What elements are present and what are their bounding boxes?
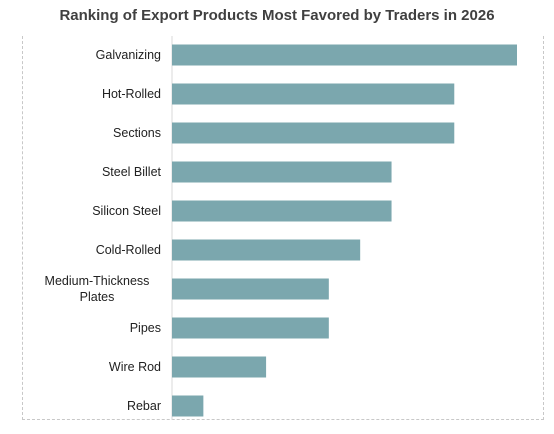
y-tick-label: Steel Billet <box>102 152 161 192</box>
y-tick-label: Medium-Thickness Plates <box>33 269 161 309</box>
bar <box>172 83 455 105</box>
y-tick-label: Wire Rod <box>109 347 161 387</box>
bar <box>172 356 267 378</box>
chart-title: Ranking of Export Products Most Favored … <box>59 7 495 24</box>
label-text: Wire Rod <box>108 360 161 374</box>
label-text: Sections <box>113 126 161 140</box>
bar <box>172 239 361 261</box>
y-tick-label: Cold-Rolled <box>96 230 161 270</box>
label-text: Pipes <box>129 321 161 335</box>
y-tick-label: Sections <box>113 113 161 153</box>
label-text: Galvanizing <box>95 48 161 62</box>
y-tick-label: Pipes <box>130 308 161 348</box>
bar <box>172 395 204 417</box>
y-tick-label: Galvanizing <box>96 35 161 75</box>
bar <box>172 317 329 339</box>
label-text: Steel Billet <box>101 165 161 179</box>
y-tick-label: Hot-Rolled <box>102 74 161 114</box>
label-text: Hot-Rolled <box>101 87 161 101</box>
label-text: Rebar <box>126 399 161 413</box>
bar <box>172 44 517 66</box>
bar <box>172 122 455 144</box>
label-text: Cold-Rolled <box>95 243 161 257</box>
y-tick-label: Rebar <box>127 386 161 426</box>
bar <box>172 200 392 222</box>
y-tick-label: Silicon Steel <box>92 191 161 231</box>
label-text: Silicon Steel <box>92 204 161 218</box>
chart-frame <box>22 36 544 420</box>
bar <box>172 161 392 183</box>
label-text: Medium-Thickness Plates <box>44 274 150 304</box>
bar <box>172 278 329 300</box>
